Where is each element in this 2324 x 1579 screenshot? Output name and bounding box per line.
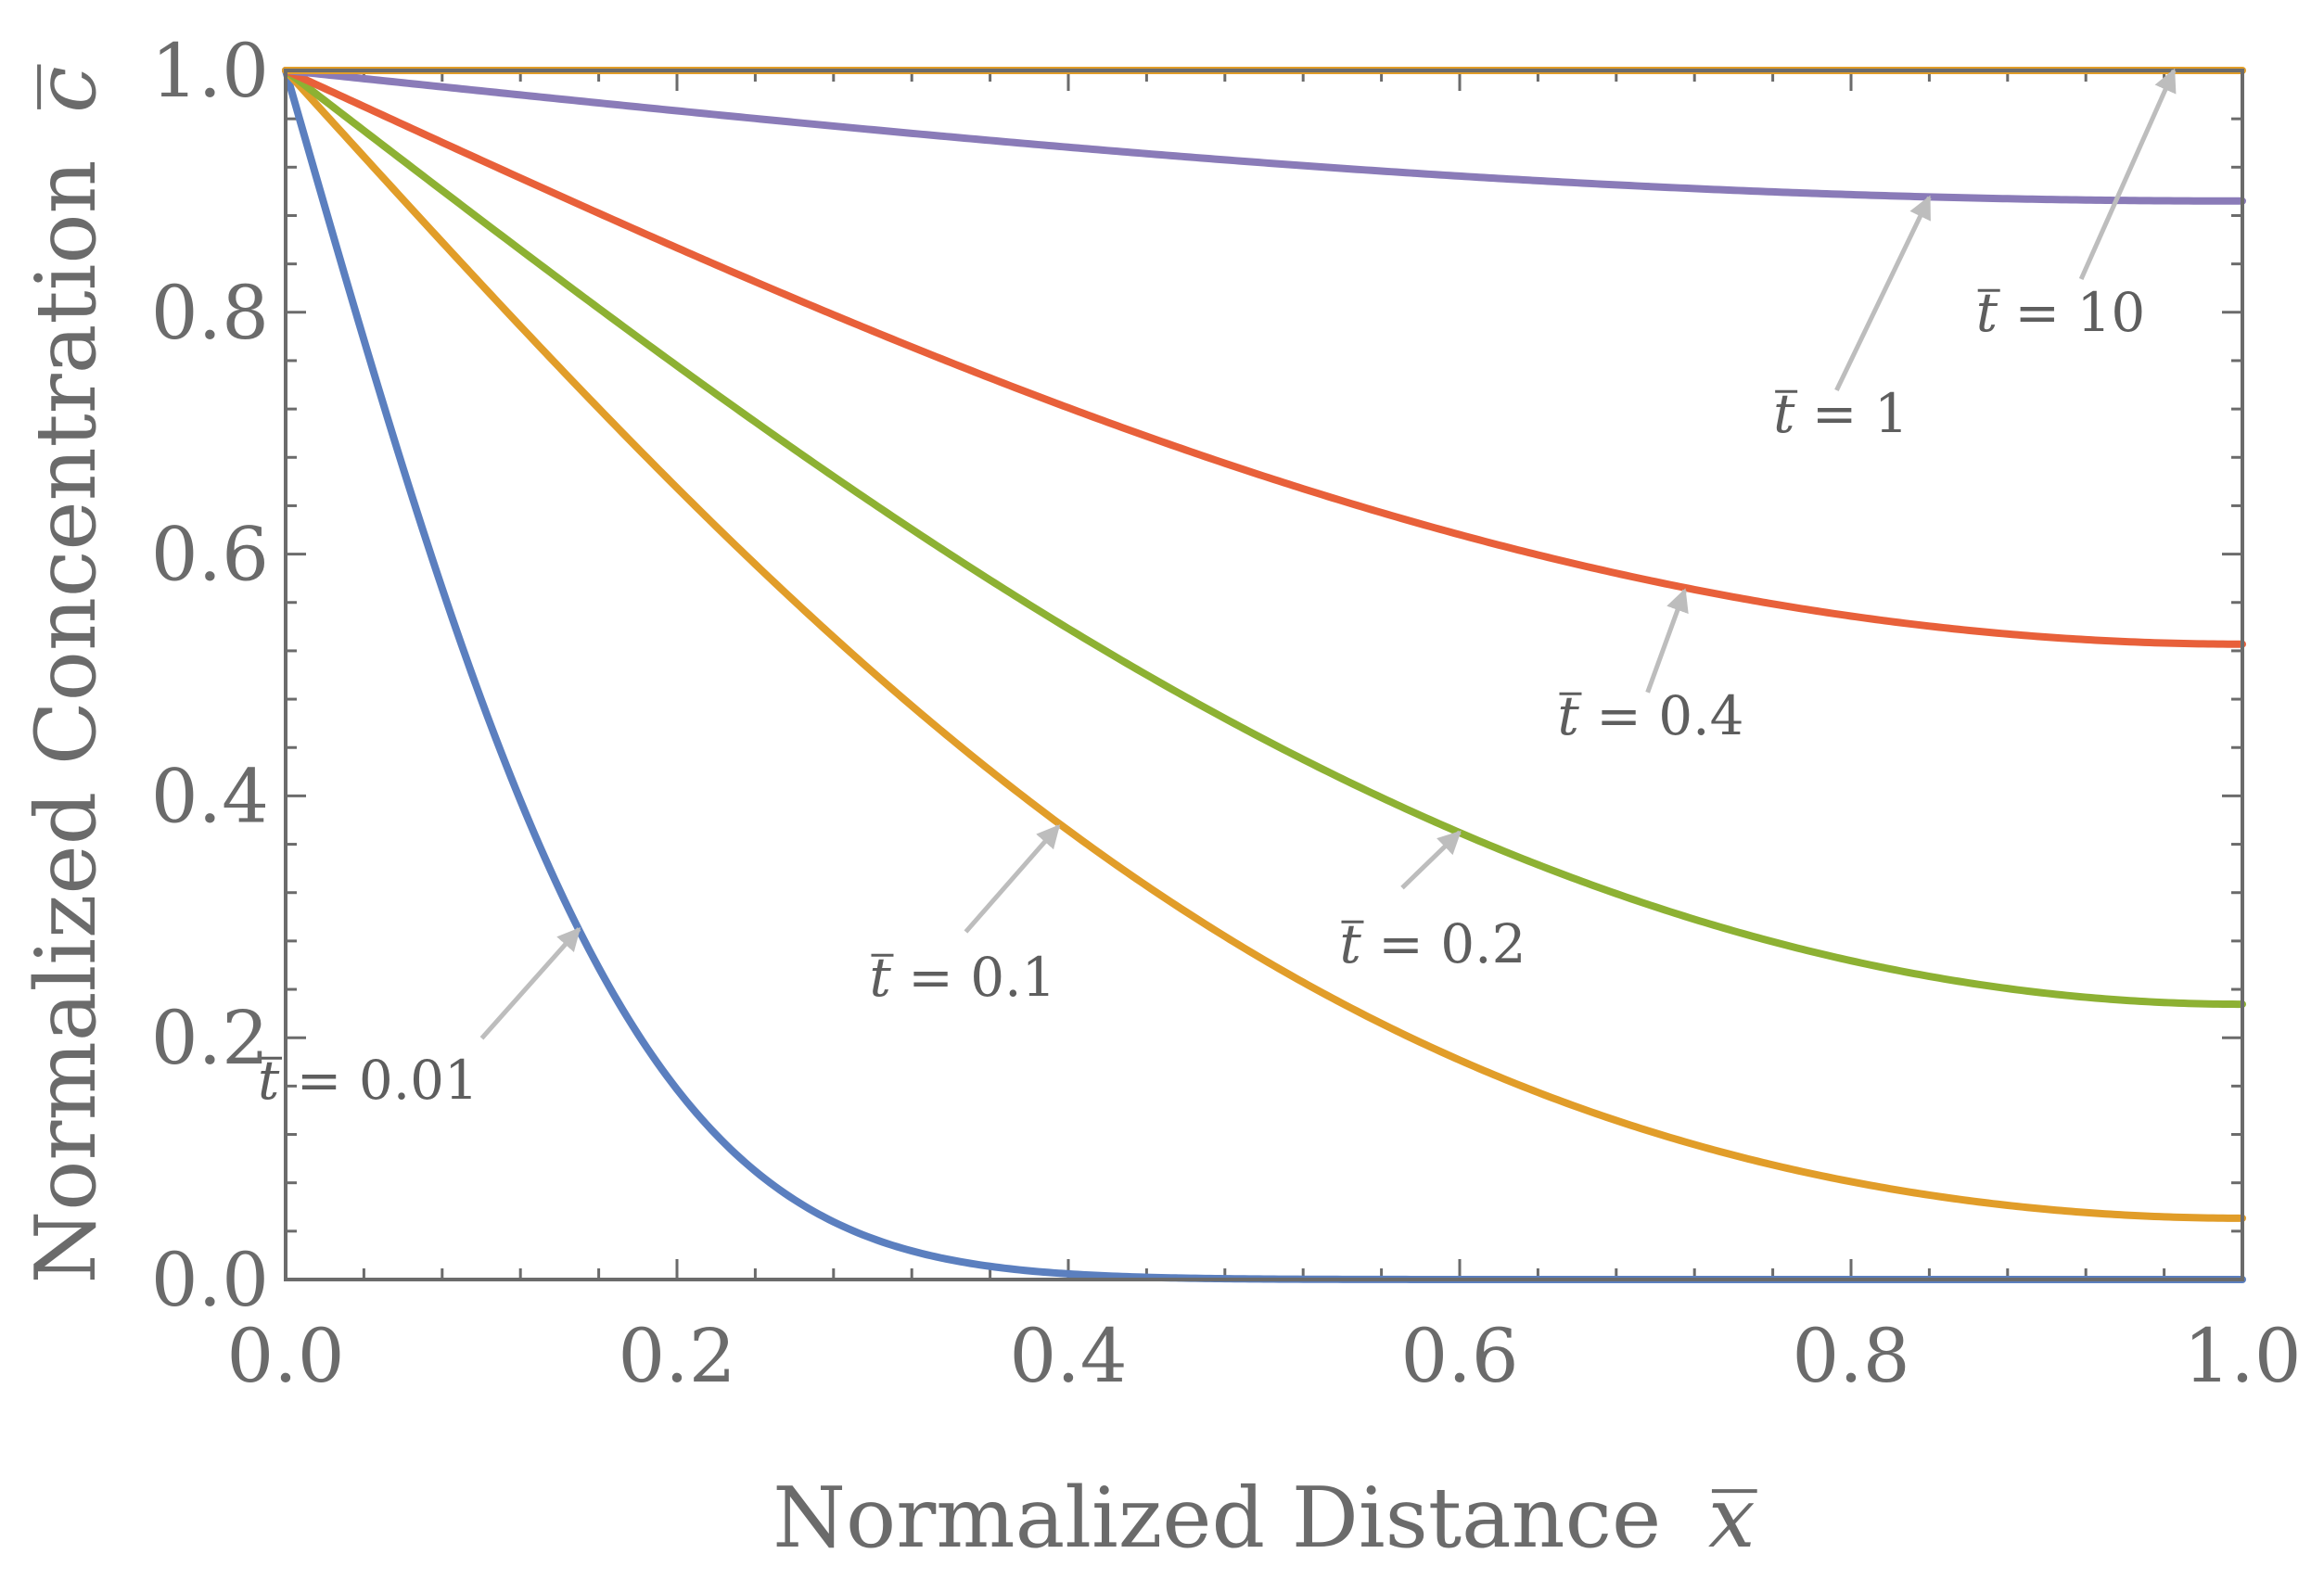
annotation-arrow [479,926,581,1040]
x-tick-label: 0.0 [226,1313,344,1399]
annotation-value: = 0.4 [1579,684,1744,747]
x-tick-label: 1.0 [2183,1313,2301,1399]
x-axis-title-text: Normalized Distance [773,1470,1661,1567]
x-tick-label: 0.8 [1792,1313,1909,1399]
x-tick-label: 0.4 [1009,1313,1127,1399]
y-tick-labels: 0.0 0.2 0.4 0.6 0.8 1.0 [151,28,269,1323]
annotation-value: = 0.2 [1361,912,1526,975]
annotation-label: t = 0.1 [869,946,1055,1009]
series-line [282,67,2246,1009]
annotation-value: = 0.01 [279,1049,479,1112]
series-line [282,67,2246,648]
series-line [282,67,2246,1222]
y-tick-label: 1.0 [151,28,269,114]
x-tick-label: 0.2 [618,1313,735,1399]
ticks-layer [284,69,2244,1281]
series-line [282,67,2246,1283]
x-tick-label: 0.6 [1400,1313,1518,1399]
annotation-arrow [1400,830,1462,890]
y-tick-label: 0.4 [151,753,269,839]
y-axis-title-text: Normalized Concentration [18,160,115,1284]
annotation-value: = 1 [1794,382,1908,445]
plot-frame [284,69,2244,1281]
annotation-arrow [1645,588,1689,694]
x-tick-labels: 0.0 0.2 0.4 0.6 0.8 1.0 [226,1313,2301,1399]
y-tick-label: 0.8 [151,270,269,356]
annotation-value: = 0.1 [891,946,1056,1009]
series-layer [282,67,2246,1283]
y-axis-symbol: c [18,66,115,112]
annotation-arrow [2078,68,2177,281]
y-tick-label: 0.6 [151,512,269,598]
y-tick-label: 0.2 [151,995,269,1081]
annotation-label: t = 0.01 [258,1049,479,1112]
annotation-label: t = 0.2 [1339,912,1526,975]
y-tick-label: 0.0 [151,1237,269,1323]
x-axis-title: Normalized Distance x [773,1470,1755,1567]
series-line [282,67,2246,205]
x-axis-symbol: x [1708,1470,1756,1567]
annotations-layer: t = 0.01t = 0.1t = 0.2t = 0.4t = 1t = 10 [258,68,2177,1112]
y-axis-title-group: Normalized Concentration c [18,64,115,1284]
annotation-arrow [964,824,1061,934]
annotation-label: t = 0.4 [1557,684,1743,747]
annotation-value: = 10 [1998,281,2145,344]
y-axis-title: Normalized Concentration c [18,66,115,1283]
annotation-arrow [1834,195,1932,392]
annotation-label: t = 10 [1976,281,2146,344]
